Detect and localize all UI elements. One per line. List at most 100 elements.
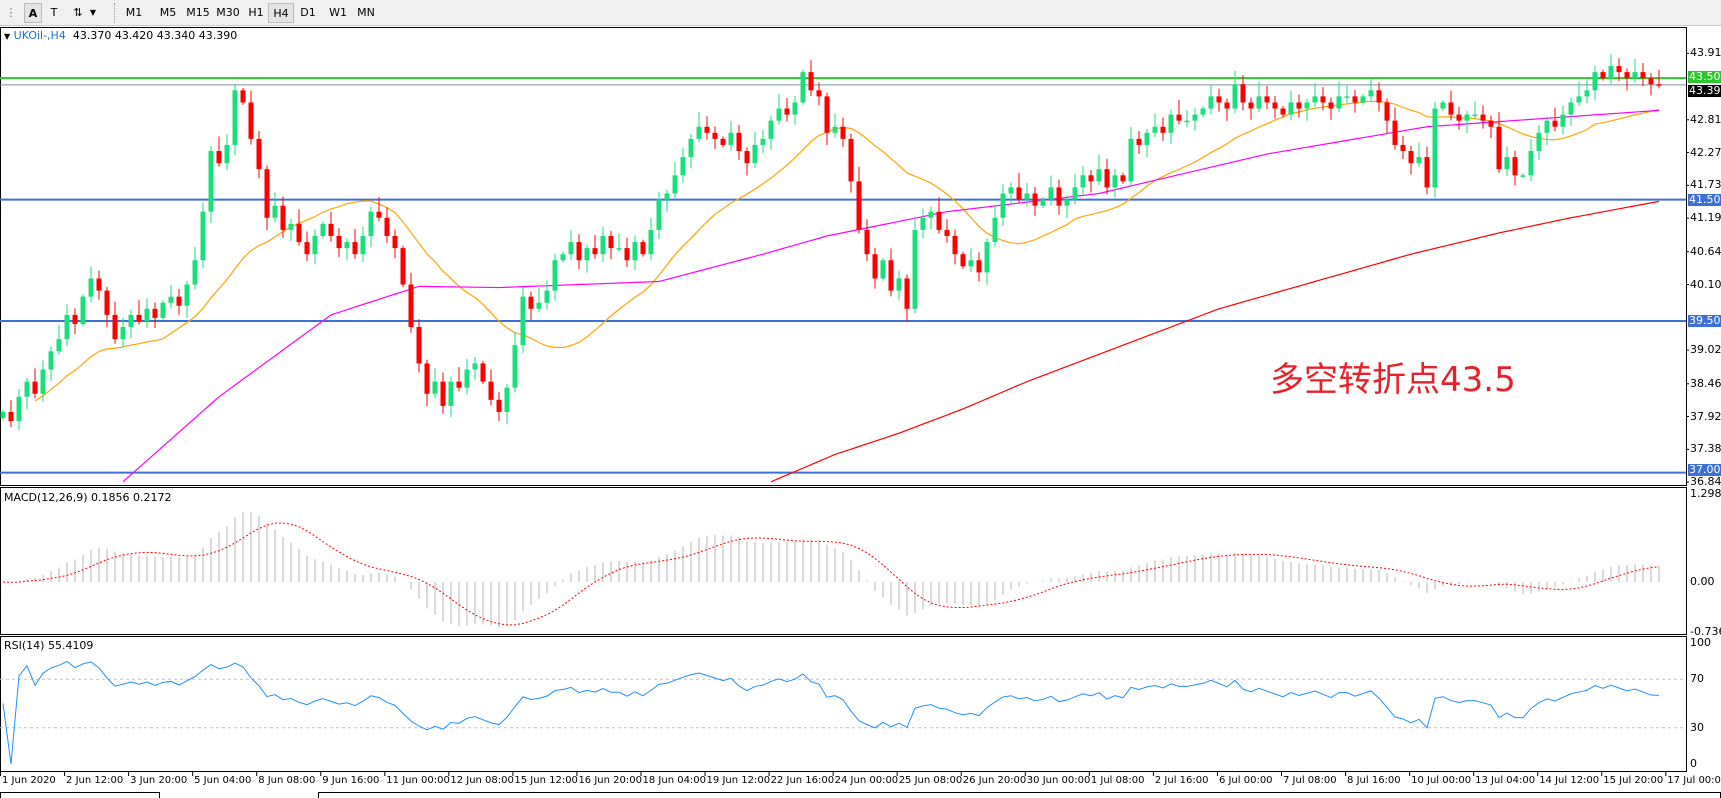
candle-body	[1184, 120, 1190, 123]
candle-body	[240, 90, 246, 103]
time-tick: 7 Jul 08:00	[1283, 775, 1337, 786]
candle-body	[1352, 96, 1358, 103]
chart-tab[interactable]	[0, 792, 160, 798]
arrows-tool-icon[interactable]: ⇅	[73, 6, 83, 19]
candle-body	[1248, 102, 1254, 109]
candle-body	[1016, 187, 1022, 200]
candle-body	[1592, 72, 1598, 91]
candle-body	[1616, 66, 1622, 73]
price-tick: 43.910	[1690, 46, 1721, 60]
candle-body	[456, 381, 462, 388]
timeframe-h1[interactable]: H1	[248, 6, 264, 19]
candle-body	[120, 327, 126, 340]
candle-body	[1568, 102, 1574, 115]
candle-body	[528, 296, 534, 309]
time-tick: 5 Jun 04:00	[194, 775, 252, 786]
price-tick: 36.845	[1690, 475, 1721, 489]
candle-body	[1240, 84, 1246, 103]
time-tick: 1 Jul 08:00	[1090, 775, 1145, 786]
candle-body	[400, 248, 406, 285]
collapse-arrow-icon[interactable]: ▼	[4, 32, 11, 41]
candle-body	[512, 345, 518, 388]
time-tick: 14 Jul 12:00	[1539, 775, 1600, 786]
candle-body	[200, 211, 206, 261]
candle-body	[352, 242, 358, 255]
candle-body	[64, 314, 70, 340]
time-tick: 2 Jun 12:00	[66, 775, 124, 786]
timeframe-d1[interactable]: D1	[300, 6, 316, 19]
candle-body	[944, 229, 950, 236]
candle-body	[376, 211, 382, 218]
timeframe-mn[interactable]: MN	[357, 6, 375, 19]
ma-mid-line	[122, 109, 1660, 483]
candle-body	[136, 314, 142, 321]
candle-body	[1056, 187, 1062, 206]
time-tick: 19 Jun 12:00	[706, 775, 771, 786]
candle-body	[1424, 157, 1430, 188]
rsi-line	[2, 660, 1660, 765]
timeframe-m1[interactable]: M1	[125, 6, 143, 19]
candle-body	[1552, 120, 1558, 127]
candle-body	[496, 399, 502, 412]
candle-body	[208, 151, 214, 212]
price-tick: 41.195	[1690, 211, 1721, 225]
candle-body	[288, 223, 294, 230]
candle-body	[256, 138, 262, 170]
time-tick: 9 Jun 16:00	[322, 775, 380, 786]
candle-body	[672, 175, 678, 194]
candle-body	[840, 126, 846, 139]
candle-body	[272, 205, 278, 218]
candle-body	[704, 126, 710, 133]
price-tick: 40.640	[1690, 244, 1721, 258]
candle-body	[184, 284, 190, 306]
candle-body	[784, 108, 790, 115]
candle-body	[80, 296, 86, 324]
time-tick: 13 Jul 04:00	[1475, 775, 1536, 786]
time-tick: 2 Jul 16:00	[1154, 775, 1209, 786]
candle-body	[504, 387, 510, 412]
candle-body	[1216, 96, 1222, 103]
timeframe-m30[interactable]: M30	[216, 6, 240, 19]
macd-tick: 0.00	[1690, 575, 1715, 588]
symbol-label: UKOil-,H4	[13, 29, 66, 42]
candle-body	[1632, 72, 1638, 79]
candle-body	[56, 339, 62, 352]
time-tick: 15 Jun 12:00	[514, 775, 578, 786]
text-box-icon[interactable]: T	[50, 6, 58, 19]
timeframe-h4[interactable]: H4	[268, 3, 294, 23]
candle-body	[712, 132, 718, 139]
candle-body	[720, 138, 726, 145]
level-label: 37.000	[1688, 462, 1721, 476]
annotation-text[interactable]: 多空转折点43.5	[1270, 360, 1516, 400]
timeframe-w1[interactable]: W1	[329, 6, 347, 19]
candle-body	[736, 132, 742, 152]
candle-body	[464, 369, 470, 388]
candle-body	[1496, 126, 1502, 170]
candle-body	[624, 248, 630, 261]
time-tick: 8 Jul 16:00	[1347, 775, 1401, 786]
macd-pane-border	[0, 487, 1687, 635]
candle-body	[1176, 114, 1182, 121]
chart-tab-bar[interactable]	[318, 792, 1721, 798]
dropdown-arrow-icon[interactable]: ▼	[89, 8, 97, 17]
candle-body	[1368, 90, 1374, 97]
candle-body	[1112, 175, 1118, 188]
timeframe-m15[interactable]: M15	[186, 6, 210, 19]
candle-body	[1440, 102, 1446, 109]
candle-body	[480, 363, 486, 382]
text-label-A-icon[interactable]: A	[24, 3, 42, 23]
timeframe-m5[interactable]: M5	[159, 6, 177, 19]
candle-body	[1576, 96, 1582, 103]
candle-body	[1608, 66, 1614, 79]
candle-body	[968, 260, 974, 267]
candle-body	[920, 217, 926, 230]
candle-body	[1464, 114, 1470, 121]
candle-body	[1200, 108, 1206, 115]
toolbar: ⋮ A T ⇅ ▼ M1 M5 M15 M30 H1 H4 D1 W1 MN	[0, 0, 1721, 26]
candle-body	[616, 248, 622, 250]
line-style-icon[interactable]: ⋮	[5, 6, 17, 19]
time-tick: 22 Jun 16:00	[770, 775, 835, 786]
candle-body	[264, 169, 270, 218]
candle-body	[536, 302, 542, 309]
